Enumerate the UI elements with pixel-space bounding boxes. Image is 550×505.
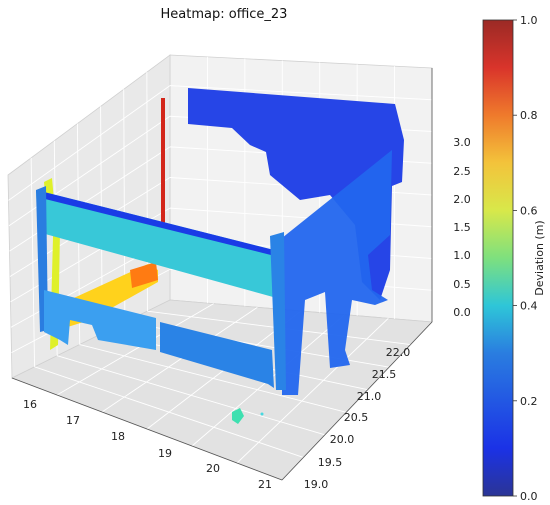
colorbar-tick-label: 0.4 [520, 300, 538, 313]
x-tick-label: 19 [158, 447, 172, 460]
gridline [79, 344, 347, 413]
y-tick-label: 21.5 [372, 368, 397, 381]
surface-lower-right-block [160, 322, 274, 388]
surface-lower-far-right [270, 232, 286, 390]
surface-lower-left-block [44, 290, 156, 350]
z-tick-label: 3.0 [453, 136, 471, 149]
surface-front-banner-top-edge [36, 190, 283, 258]
y-ticks: 19.0 19.5 20.0 20.5 21.0 21.5 22.0 [304, 346, 411, 491]
point-cloud [36, 88, 404, 424]
surface-red-pole [161, 98, 165, 230]
y-tick-label: 20.5 [344, 411, 369, 424]
colorbar-tick-label: 0.6 [520, 204, 538, 217]
z-tick-label: 1.0 [453, 249, 471, 262]
y-tick-label: 21.0 [357, 390, 382, 403]
z-tick-label: 0.5 [453, 278, 471, 291]
colorbar-tick-label: 1.0 [520, 14, 538, 27]
x-tick-label: 21 [258, 478, 272, 491]
z-tick-label: 1.5 [453, 221, 471, 234]
y-tick-label: 19.5 [318, 456, 343, 469]
gridline [236, 318, 389, 464]
z-tick-label: 2.5 [453, 165, 471, 178]
gridline [9, 146, 171, 252]
x-tick-label: 17 [66, 414, 80, 427]
gridline [56, 303, 214, 396]
x-axis-line [11, 377, 283, 481]
y-tick-label: 20.0 [330, 433, 355, 446]
z-ticks: 0.0 0.5 1.0 1.5 2.0 2.5 3.0 [453, 136, 471, 319]
z-tick-label: 2.0 [453, 193, 471, 206]
y-tick-label: 22.0 [386, 346, 411, 359]
colorbar-tick-label: 0.2 [520, 395, 538, 408]
gridline [169, 85, 433, 101]
colorbar-ticks: 0.0 0.2 0.4 0.6 0.8 1.0 [513, 14, 538, 503]
x-tick-label: 18 [111, 430, 125, 443]
chart-title: Heatmap: office_23 [161, 7, 288, 22]
gridline [8, 115, 171, 227]
gridline [101, 306, 258, 413]
surface-back-wall [188, 88, 404, 300]
gridline [8, 85, 171, 201]
surface-front-banner [36, 190, 284, 300]
x-tick-label: 20 [206, 462, 220, 475]
y-tick-label: 19.0 [304, 478, 329, 491]
x-tick-label: 16 [23, 398, 37, 411]
surface-floor-speck [232, 408, 244, 424]
surface-orange-strip [130, 262, 158, 288]
x-ticks: 16 17 18 19 20 21 [23, 398, 272, 491]
y-axis-line [281, 321, 433, 481]
gridline [57, 355, 325, 436]
colorbar-gradient [482, 19, 514, 497]
colorbar: 0.0 0.2 0.4 0.6 0.8 1.0 Deviation (m) [482, 14, 546, 503]
colorbar-tick-label: 0.8 [520, 109, 538, 122]
surface-floor-dot [260, 412, 264, 416]
colorbar-tick-label: 0.0 [520, 490, 538, 503]
z-tick-label: 0.0 [453, 306, 471, 319]
surface-right-wall [282, 150, 392, 395]
colorbar-label: Deviation (m) [533, 220, 546, 295]
gridline [34, 366, 304, 458]
